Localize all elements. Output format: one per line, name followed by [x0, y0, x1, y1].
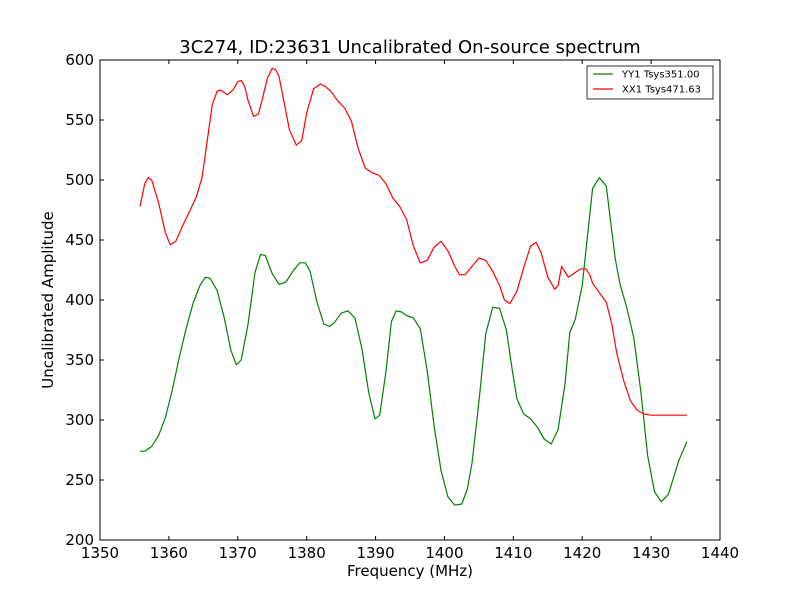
x-axis: 1350 1360 1370 1380 1390 1400 1410 1420 1430 1440 — [81, 60, 739, 562]
y-tick-label: 200 — [65, 531, 94, 549]
x-tick-label: 1390 — [356, 544, 394, 562]
x-tick-label: 1430 — [632, 544, 670, 562]
x-tick-label: 1410 — [494, 544, 532, 562]
y-tick-label: 600 — [65, 51, 94, 69]
x-tick-label: 1350 — [81, 544, 119, 562]
y-tick-label: 500 — [65, 171, 94, 189]
y-axis: 200 250 300 350 400 450 500 550 600 — [65, 51, 720, 549]
y-tick-label: 250 — [65, 471, 94, 489]
y-tick-label: 350 — [65, 351, 94, 369]
series-line-1 — [140, 177, 688, 506]
legend-label-2: XX1 Tsys471.63 — [622, 85, 701, 96]
legend: YY1 Tsys351.00 XX1 Tsys471.63 — [586, 65, 714, 100]
x-tick-label: 1380 — [288, 544, 326, 562]
y-tick-label: 400 — [65, 291, 94, 309]
series-line-2 — [139, 67, 687, 416]
x-axis-label: Frequency (MHz) — [347, 562, 473, 580]
x-tick-label: 1370 — [219, 544, 257, 562]
legend-label-1: YY1 Tsys351.00 — [621, 70, 700, 81]
y-axis-label: Uncalibrated Amplitude — [39, 211, 57, 388]
x-tick-label: 1440 — [701, 544, 739, 562]
y-tick-label: 550 — [65, 111, 94, 129]
x-tick-label: 1360 — [150, 544, 188, 562]
x-tick-label: 1420 — [563, 544, 601, 562]
x-tick-label: 1400 — [425, 544, 463, 562]
y-tick-label: 300 — [65, 411, 94, 429]
chart-title: 3C274, ID:23631 Uncalibrated On-source s… — [179, 37, 640, 58]
legend-box — [586, 65, 714, 100]
y-tick-label: 450 — [65, 231, 94, 249]
